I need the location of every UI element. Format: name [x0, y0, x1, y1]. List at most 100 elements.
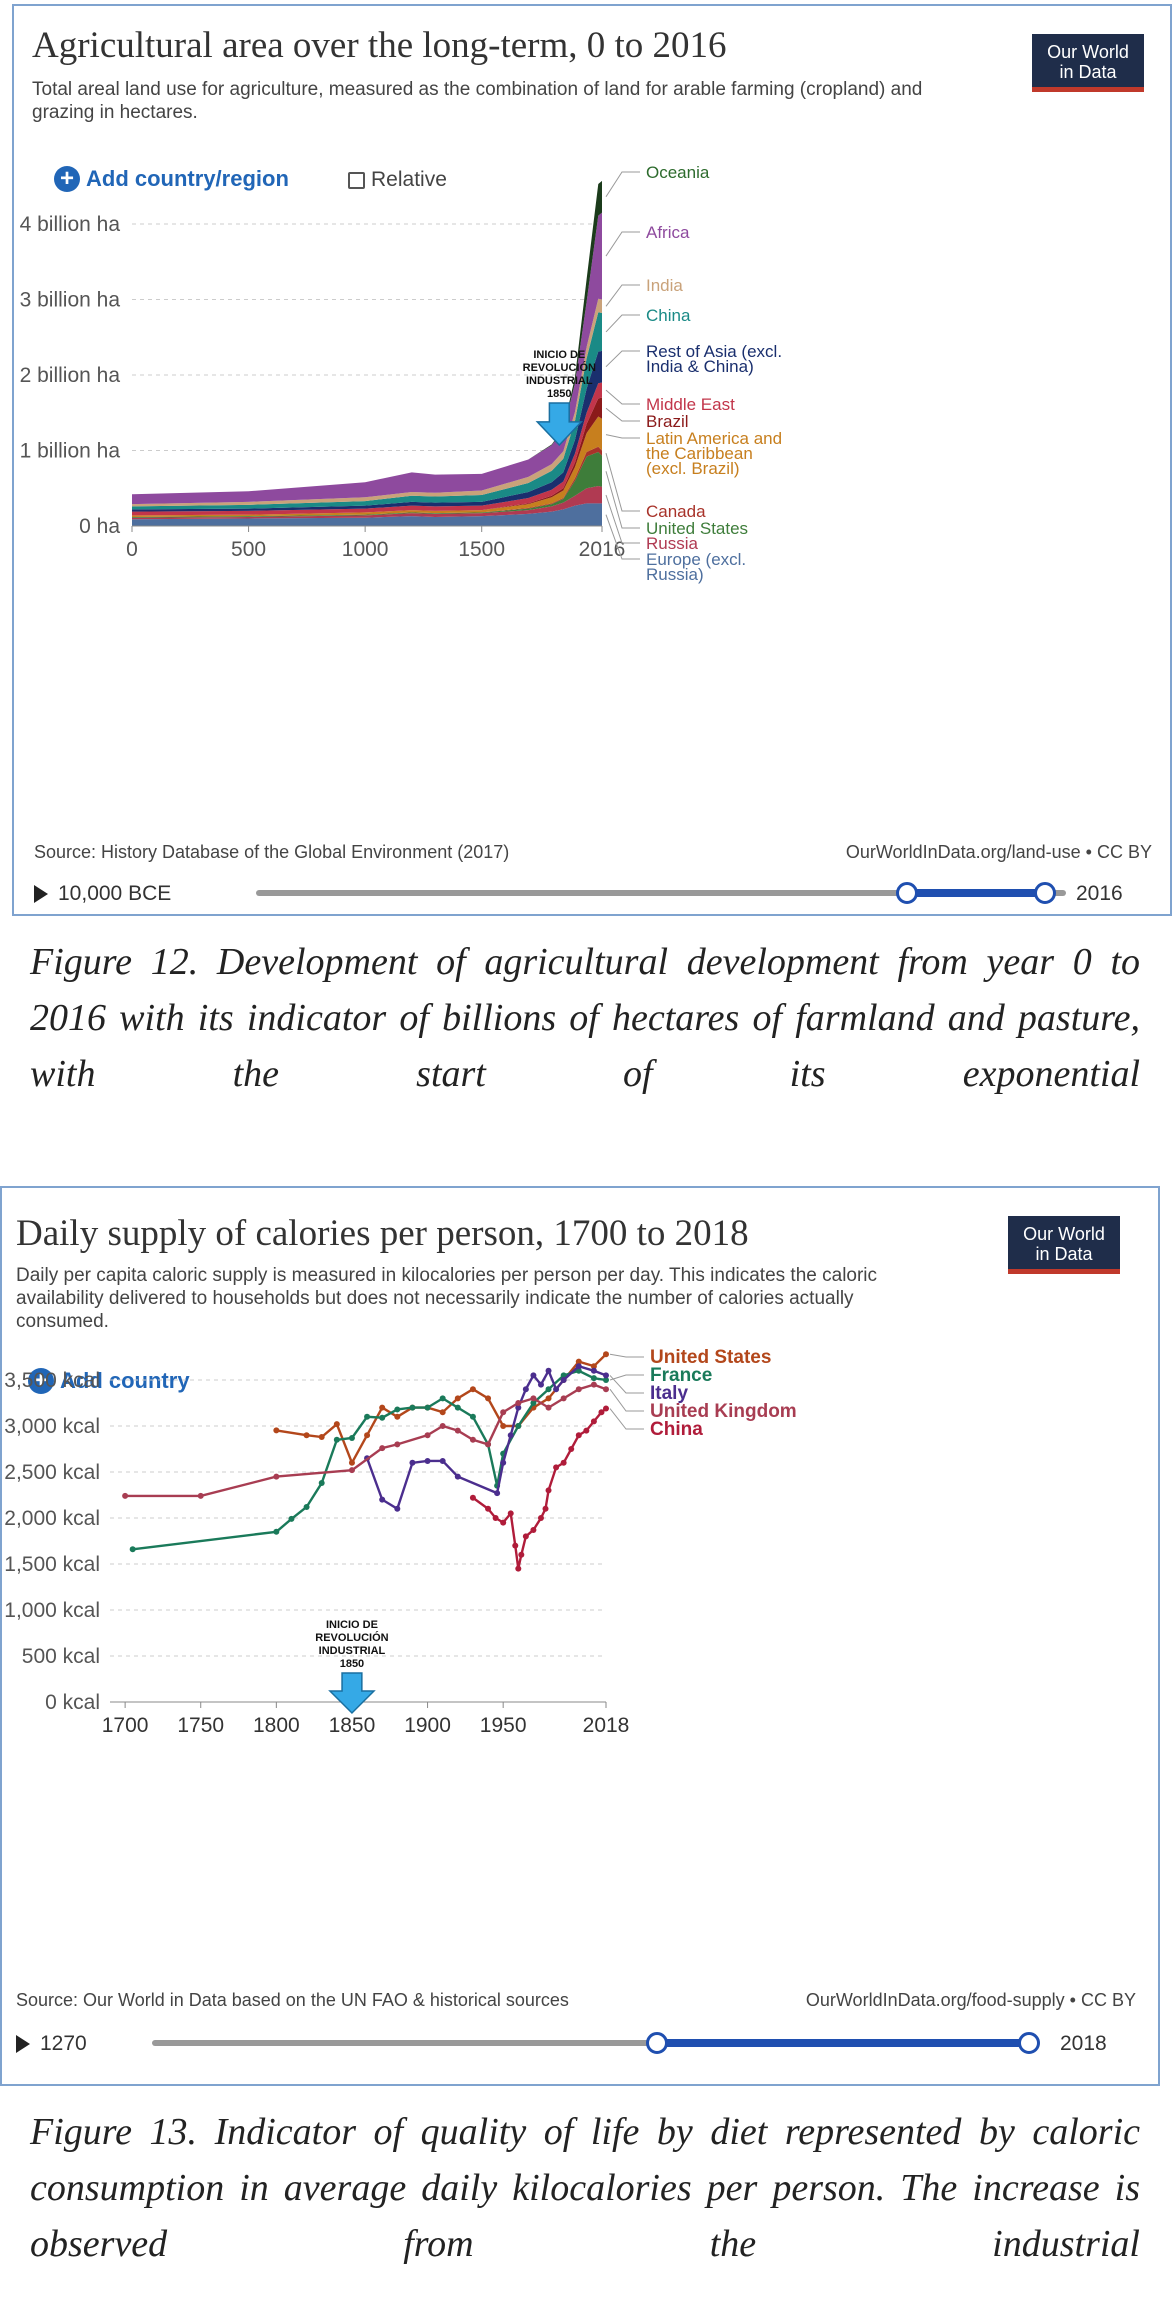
legend-leader	[609, 1353, 644, 1358]
x-tick-label: 1000	[342, 538, 389, 561]
legend-label-india: India	[646, 276, 683, 295]
point-united-states	[590, 1363, 597, 1370]
point-china	[603, 1405, 609, 1412]
legend-label-latin-america-and-the-caribbean-excl-brazil: (excl. Brazil)	[646, 459, 740, 478]
point-united-states	[379, 1404, 386, 1411]
point-china	[492, 1515, 499, 1521]
y-tick-label: 2 billion ha	[20, 364, 121, 387]
industrial-revolution-annotation-text: INDUSTRIAL	[526, 375, 593, 387]
daily-calories-chart: 0 kcal 500 kcal 1,000 kcal 1,500 kcal 2,000 …	[4, 1347, 797, 1737]
chart-title: Agricultural area over the long-term, 0 …	[32, 25, 727, 66]
owid-logo: Our World in Data	[1032, 34, 1144, 92]
chart-subtitle: Daily per capita caloric supply is measu…	[16, 1265, 878, 1332]
timeline-start-handle[interactable]	[896, 882, 918, 904]
chart-credit-link[interactable]: OurWorldInData.org/food-supply • CC BY	[805, 1990, 1136, 2010]
legend-label-china: China	[646, 306, 691, 325]
point-united-states	[364, 1432, 371, 1439]
chart-subtitle: Total areal land use for agriculture, me…	[32, 79, 923, 123]
y-tick-label: 0 ha	[79, 515, 120, 538]
point-italy	[439, 1457, 446, 1464]
play-icon[interactable]	[34, 885, 48, 903]
legend-leader	[605, 314, 640, 333]
legend-label-europe-excl-russia: Russia)	[646, 565, 704, 584]
timeline-start-label: 1270	[40, 2032, 87, 2055]
point-united-states	[273, 1427, 280, 1434]
point-united-kingdom	[273, 1473, 280, 1480]
timeline-track[interactable]	[152, 2040, 1032, 2046]
point-france	[409, 1404, 416, 1411]
x-tick-label: 1700	[102, 1714, 149, 1737]
timeline-end-handle[interactable]	[1018, 2032, 1040, 2054]
point-italy	[575, 1363, 582, 1370]
chart-source: Source: History Database of the Global E…	[34, 842, 510, 862]
checkbox-icon	[348, 171, 365, 189]
x-tick-label: 1800	[253, 1714, 300, 1737]
point-france	[590, 1375, 597, 1382]
point-united-kingdom	[545, 1404, 552, 1411]
point-italy	[530, 1372, 537, 1379]
point-china	[522, 1533, 529, 1540]
point-united-states	[575, 1358, 582, 1365]
point-china	[518, 1551, 525, 1558]
chart-source: Source: Our World in Data based on the U…	[16, 1990, 569, 2010]
industrial-revolution-annotation-text: REVOLUCIÓN	[315, 1631, 388, 1644]
point-italy	[424, 1457, 431, 1464]
point-france	[575, 1367, 582, 1374]
point-italy	[522, 1386, 529, 1393]
x-tick-label: 1500	[458, 538, 505, 561]
point-united-kingdom	[603, 1386, 609, 1393]
timeline-track[interactable]	[256, 890, 1066, 896]
industrial-revolution-annotation-text: INICIO DE	[326, 1619, 378, 1631]
point-china	[485, 1505, 492, 1512]
legend-label-united-kingdom: United Kingdom	[650, 1401, 797, 1422]
legend-leader	[605, 284, 640, 307]
timeline-start-handle[interactable]	[646, 2032, 668, 2054]
logo-line: Our World	[1047, 42, 1129, 62]
chart-title: Daily supply of calories per person, 170…	[16, 1213, 749, 1254]
point-united-kingdom	[515, 1400, 522, 1406]
relative-toggle[interactable]: Relative	[348, 168, 447, 192]
legend-label-brazil: Brazil	[646, 412, 689, 431]
agricultural-area-chart: 0 ha 1 billion ha 2 billion ha 3 billion ha…	[20, 163, 783, 584]
point-united-kingdom	[122, 1492, 129, 1499]
point-united-kingdom	[485, 1441, 492, 1448]
legend-leader	[605, 514, 640, 560]
line-united-states	[276, 1353, 607, 1466]
point-china	[512, 1542, 519, 1549]
point-italy	[394, 1505, 401, 1512]
add-country-region-button[interactable]: + Add country/region	[54, 166, 289, 192]
industrial-revolution-annotation-text: 1850	[547, 388, 571, 400]
point-united-kingdom	[560, 1395, 567, 1402]
point-china	[583, 1427, 590, 1434]
timeline-end-handle[interactable]	[1034, 882, 1056, 904]
legend-label-africa: Africa	[646, 223, 690, 242]
x-tick-label: 1950	[480, 1714, 527, 1737]
y-tick-label: 1,500 kcal	[4, 1553, 100, 1576]
play-icon[interactable]	[16, 2035, 30, 2053]
point-china	[500, 1519, 507, 1526]
point-united-kingdom	[454, 1427, 461, 1434]
point-france	[469, 1413, 476, 1420]
logo-line: Our World	[1023, 1224, 1105, 1244]
legend-leader	[605, 471, 640, 529]
x-tick-label: 500	[231, 538, 266, 561]
area-africa	[132, 212, 602, 505]
chart-panel-agricultural-area: Agricultural area over the long-term, 0 …	[12, 4, 1172, 916]
y-tick-label: 3,000 kcal	[4, 1415, 100, 1438]
point-france	[379, 1414, 386, 1421]
timeline-start: 10,000 BCE	[34, 882, 171, 906]
point-china	[530, 1526, 537, 1533]
industrial-revolution-annotation-text: INICIO DE	[533, 349, 585, 361]
point-united-kingdom	[575, 1386, 582, 1393]
point-china	[598, 1409, 605, 1416]
legend-leader	[605, 434, 640, 439]
legend-leader	[605, 407, 640, 422]
chart-credit-link[interactable]: OurWorldInData.org/land-use • CC BY	[845, 842, 1152, 862]
industrial-revolution-annotation-text: INDUSTRIAL	[319, 1645, 386, 1657]
timeline-start-label: 10,000 BCE	[58, 882, 172, 905]
point-france	[364, 1413, 371, 1420]
timeline-end-label: 2018	[1060, 2032, 1107, 2055]
point-united-kingdom	[500, 1409, 507, 1416]
point-united-states	[485, 1395, 492, 1402]
legend-label-canada: Canada	[646, 502, 706, 521]
